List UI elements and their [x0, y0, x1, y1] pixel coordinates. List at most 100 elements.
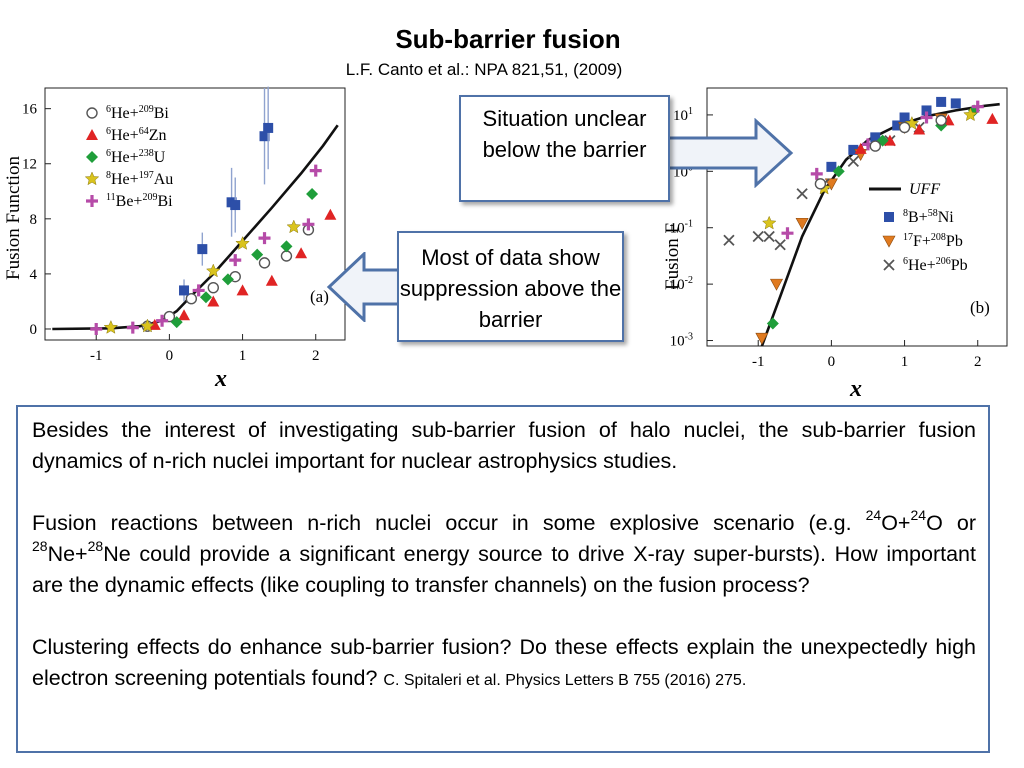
arrow-left-icon [326, 252, 402, 322]
data-point [869, 140, 881, 152]
data-point [192, 284, 205, 297]
data-point [251, 248, 264, 261]
data-point [796, 188, 808, 200]
paragraph-n-rich-fusion: Fusion reactions between n-rich nuclei o… [32, 506, 976, 597]
legend-entry: 6He+206Pb [903, 256, 968, 274]
data-point [766, 317, 779, 330]
data-point [265, 274, 278, 286]
callout-suppression: Most of data show suppression above the … [397, 231, 624, 342]
x-tick-label: 2 [974, 354, 982, 370]
data-point [832, 165, 845, 178]
data-point [795, 217, 809, 230]
data-point [913, 123, 926, 135]
data-point [302, 218, 315, 231]
x-tick-label: 0 [166, 348, 174, 364]
callout-suppression-text: Most of data show suppression above the … [399, 245, 622, 332]
y-axis-label-b: Fusion F [662, 223, 683, 290]
data-point [207, 281, 219, 294]
legend-marker [86, 195, 98, 207]
legend-entry: 6He+64Zn [106, 126, 166, 144]
data-point [179, 285, 190, 296]
data-point [178, 309, 191, 321]
data-point [185, 292, 198, 305]
data-point [258, 232, 271, 245]
legend-entry: 11Be+209Bi [106, 192, 173, 210]
x-tick-label: -1 [752, 354, 765, 370]
panel-label-a: (a) [310, 287, 329, 306]
x-tick-label: 1 [901, 354, 909, 370]
data-point [904, 115, 920, 130]
data-point [848, 144, 859, 155]
data-point [935, 114, 947, 127]
data-point [824, 178, 838, 191]
data-point [156, 314, 169, 327]
data-point [899, 112, 910, 123]
data-point [761, 215, 777, 230]
legend-marker [86, 151, 98, 163]
data-point [324, 208, 337, 220]
data-point [295, 247, 308, 259]
data-point [921, 105, 932, 116]
y-tick-label: 0 [30, 322, 38, 338]
data-point [752, 230, 764, 243]
legend-marker [86, 107, 98, 119]
paragraph-halo-nuclei: Besides the interest of investigating su… [32, 418, 976, 473]
data-point [986, 112, 999, 124]
data-point [309, 164, 322, 177]
legend-entry: 8B+58Ni [903, 208, 954, 226]
data-point [148, 318, 161, 330]
data-point [170, 316, 183, 329]
legend-marker [882, 235, 896, 248]
paragraph-clustering: Clustering effects do enhance sub-barrie… [32, 635, 976, 690]
y-tick-label: 12 [22, 157, 37, 173]
data-point [826, 161, 837, 172]
data-point [770, 278, 784, 291]
legend-curve-label: UFF [909, 181, 940, 198]
data-point [263, 122, 274, 133]
spitaleri-reference: C. Spitaleri et al. Physics Letters B 75… [383, 672, 747, 689]
data-point [781, 227, 794, 240]
data-point [950, 98, 961, 109]
legend-entry: 6He+209Bi [106, 104, 169, 122]
y-tick-label: 8 [30, 212, 38, 228]
data-point [280, 240, 293, 253]
data-point [920, 111, 933, 124]
data-point [774, 239, 786, 251]
callout-below-barrier-text: Situation unclear below the barrier [482, 106, 647, 162]
data-point [971, 100, 984, 113]
data-point [814, 178, 827, 190]
data-point [876, 134, 889, 147]
arrow-right-icon [664, 118, 794, 188]
x-tick-label: 0 [828, 354, 836, 370]
data-point [963, 107, 978, 122]
panel-label-b: (b) [970, 298, 990, 317]
data-point [207, 295, 220, 307]
data-point [259, 131, 270, 142]
data-point [126, 321, 139, 334]
legend-entry: 6He+238U [106, 148, 166, 166]
x-axis-label-a: x [214, 366, 227, 392]
data-point [306, 188, 319, 201]
data-point [229, 254, 242, 267]
data-point [280, 250, 293, 262]
data-point [936, 96, 947, 107]
data-point [235, 235, 250, 250]
legend-marker [883, 259, 895, 271]
data-point [755, 332, 769, 345]
data-point [763, 230, 775, 243]
data-point [90, 322, 103, 335]
data-point [205, 263, 221, 278]
data-point [236, 284, 249, 296]
slide-title: Sub-barrier fusion [395, 24, 621, 54]
data-point [870, 132, 881, 143]
legend-marker [86, 129, 98, 140]
legend-marker [884, 212, 894, 222]
y-axis-label-a: Fusion Function [3, 155, 24, 280]
y-tick-label: 10-3 [670, 332, 693, 350]
data-point [723, 234, 735, 246]
data-point [163, 310, 176, 323]
discussion-text-box: Besides the interest of investigating su… [16, 405, 990, 753]
x-tick-label: -1 [90, 348, 103, 364]
